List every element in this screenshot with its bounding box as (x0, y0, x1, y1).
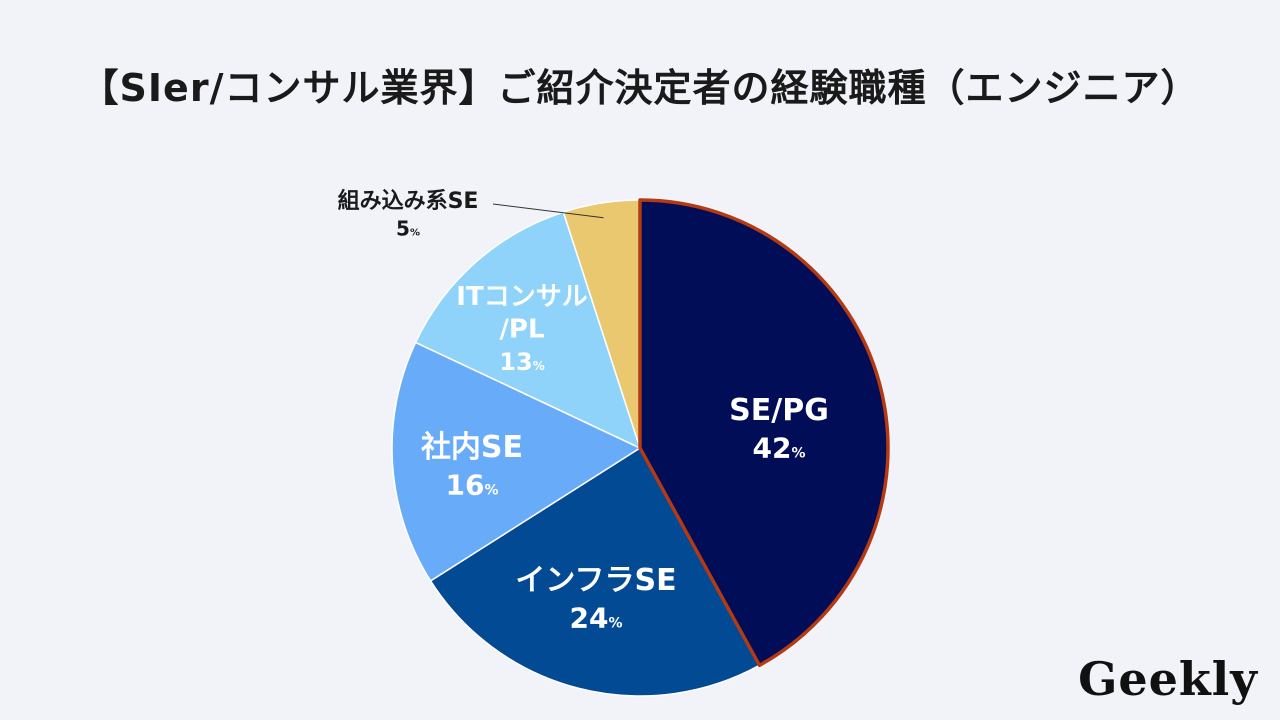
pie-slice-4 (414, 211, 641, 449)
geekly-logo: Geekly (1078, 652, 1258, 706)
pie-slice-2 (429, 447, 761, 697)
pie-slice-3 (391, 341, 641, 582)
pie-value-label: 16% (446, 469, 499, 502)
pie-data-labels: SE/PG 42% インフラSE 24% 社内SE 16% ITコンサル/PL 13% 組み込み… (338, 188, 829, 635)
pie-category-label: 社内SE (421, 430, 523, 465)
pie-value-label: 42% (753, 432, 806, 465)
pie-value-label: 24% (570, 602, 623, 635)
pie-category-label: /PL (499, 315, 544, 345)
pie-slice-1 (638, 198, 890, 668)
pie-category-label: インフラSE (515, 563, 676, 598)
pie-category-label: 組み込み系SE (338, 188, 479, 214)
pie-category-label: SE/PG (729, 393, 829, 428)
pie-leader-lines (492, 203, 604, 219)
pie-value-label: 13% (499, 348, 544, 376)
pie-slices (391, 198, 890, 697)
pie-category-label: ITコンサル (456, 282, 587, 312)
pie-leader-line (492, 203, 604, 219)
pie-value-label: 5% (396, 217, 420, 241)
chart-title: 【SIer/コンサル業界】ご紹介決定者の経験職種（エンジニア） (80, 66, 1200, 110)
